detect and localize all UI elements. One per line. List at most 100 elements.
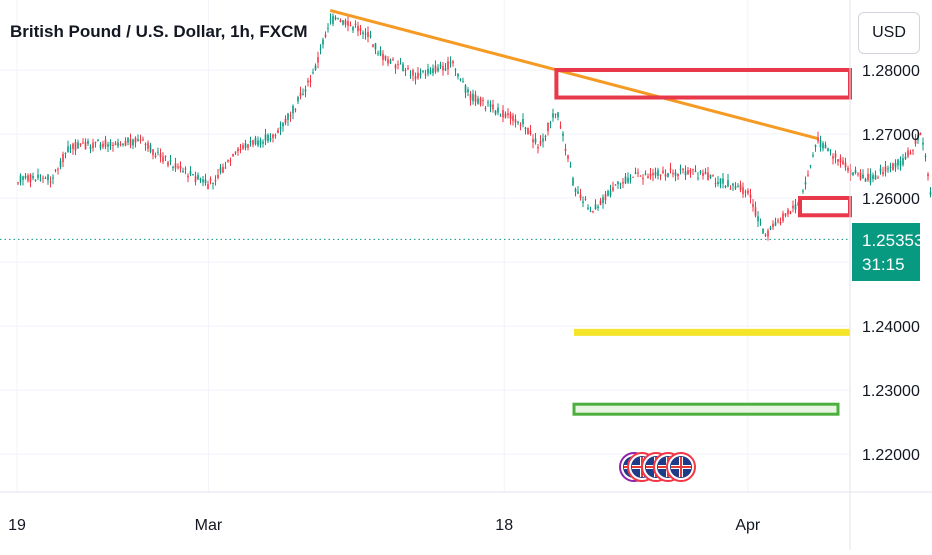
candle-body	[577, 191, 579, 194]
candle-body	[922, 142, 924, 145]
candle-body	[392, 59, 394, 61]
candle-body	[297, 97, 299, 102]
candle-body	[694, 170, 697, 172]
candle-body	[62, 154, 64, 163]
candle-body	[884, 166, 887, 172]
candle-body	[904, 156, 907, 159]
candle-body	[674, 172, 677, 176]
candle-body	[774, 222, 777, 226]
candle-body	[37, 174, 39, 178]
candle-body	[699, 171, 702, 173]
candle-body	[429, 70, 432, 74]
candle-body	[167, 162, 169, 166]
candle-body	[434, 65, 437, 72]
candle-body	[414, 76, 417, 80]
candle-body	[669, 168, 672, 170]
candle-body	[554, 113, 557, 115]
candle-body	[664, 173, 667, 177]
candle-body	[214, 179, 217, 182]
candle-body	[299, 92, 302, 97]
candle-body	[567, 155, 569, 159]
candle-body	[102, 143, 104, 147]
candle-body	[347, 21, 349, 26]
candle-body	[837, 159, 839, 162]
candle-body	[304, 89, 307, 92]
candle-body	[29, 174, 32, 183]
candle-body	[67, 146, 69, 153]
candle-body	[194, 176, 197, 182]
candle-body	[99, 144, 102, 149]
candle-body	[19, 175, 22, 183]
candle-body	[482, 99, 484, 102]
candle-body	[509, 113, 512, 119]
candle-body	[704, 172, 707, 175]
candle-body	[399, 63, 402, 65]
candle-body	[427, 68, 429, 74]
candle-body	[54, 169, 57, 171]
candle-body	[302, 93, 304, 95]
symbol-title[interactable]: British Pound / U.S. Dollar, 1h, FXCM	[10, 22, 308, 41]
candle-body	[582, 201, 584, 203]
candle-body	[232, 153, 234, 157]
candle-body	[382, 53, 384, 60]
candle-body	[539, 140, 542, 144]
candle-body	[114, 143, 117, 146]
candle-body	[287, 113, 289, 121]
candle-body	[789, 211, 792, 214]
candle-body	[289, 115, 292, 117]
last-price-label: 1.25353 31:15	[852, 223, 924, 281]
candle-body	[687, 170, 689, 175]
candle-body	[402, 64, 404, 72]
candle-body	[69, 148, 72, 150]
last-price-value: 1.25353	[862, 231, 924, 250]
candle-body	[519, 124, 522, 126]
candle-body	[224, 167, 227, 169]
candle-body	[252, 140, 254, 145]
candle-body	[549, 122, 552, 124]
candle-body	[127, 137, 129, 143]
candle-body	[44, 177, 47, 179]
candle-body	[197, 174, 199, 180]
candle-body	[162, 156, 164, 162]
candle-body	[667, 173, 669, 177]
candle-body	[649, 173, 652, 177]
candle-body	[334, 17, 337, 20]
candle-body	[867, 173, 869, 181]
candle-body	[209, 178, 212, 181]
y-tick-label: 1.22000	[862, 447, 920, 464]
currency-button[interactable]: USD	[858, 12, 920, 54]
candle-body	[642, 177, 644, 180]
resistance-zone	[554, 68, 853, 100]
candle-body	[259, 139, 262, 145]
trendline	[329, 9, 818, 140]
candle-body	[889, 167, 892, 169]
candle-body	[719, 178, 722, 184]
candle-body	[564, 148, 567, 151]
candle-body	[612, 187, 614, 191]
candle-body	[812, 154, 814, 157]
candle-body	[864, 178, 867, 182]
candle-body	[672, 172, 674, 175]
candle-body	[144, 143, 147, 145]
candle-body	[504, 113, 507, 118]
candle-body	[117, 142, 119, 147]
candle-body	[514, 119, 517, 123]
candle-body	[352, 27, 354, 31]
candle-body	[39, 179, 42, 181]
candle-body	[242, 145, 244, 149]
candle-body	[749, 194, 752, 198]
candle-body	[592, 211, 594, 213]
candle-body	[659, 174, 662, 176]
candle-body	[322, 39, 324, 45]
candle-body	[404, 70, 407, 72]
candle-body	[344, 20, 347, 25]
candle-body	[182, 170, 184, 172]
candle-body	[794, 204, 797, 210]
candle-body	[439, 64, 442, 67]
candle-body	[752, 203, 754, 208]
candle-body	[222, 166, 224, 173]
candle-body	[159, 153, 162, 158]
